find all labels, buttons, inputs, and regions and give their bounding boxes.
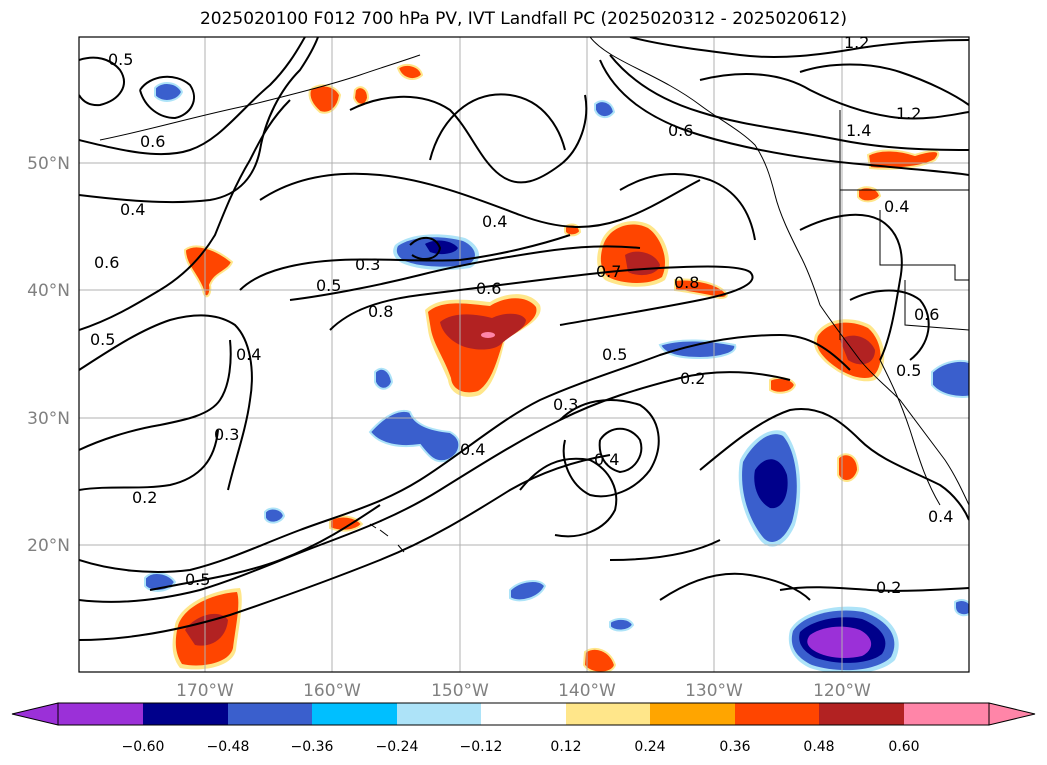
cool-blob-35n-133w bbox=[658, 339, 737, 360]
contour-label: 0.4 bbox=[460, 440, 485, 459]
warm-blob-25n bbox=[837, 453, 860, 482]
contour-label: 0.5 bbox=[108, 50, 133, 69]
lon-label: 150°W bbox=[431, 681, 489, 701]
colorbar-extend-low bbox=[11, 702, 59, 726]
colorbar-tick-label: 0.60 bbox=[888, 739, 919, 755]
warm-blob-south-140w bbox=[582, 647, 617, 672]
contour-label: 0.6 bbox=[140, 132, 165, 151]
colorbar-segment bbox=[904, 703, 989, 725]
cool-blob-ak bbox=[594, 100, 616, 118]
cool-blob-se bbox=[954, 599, 969, 617]
contour-label: 0.6 bbox=[668, 121, 693, 140]
cool-blob-sw-120w bbox=[788, 606, 899, 672]
warm-blob-coast-35n bbox=[813, 319, 885, 382]
cool-blob-nw bbox=[154, 82, 184, 102]
lat-label: 30°N bbox=[27, 409, 70, 429]
contour-label: 0.5 bbox=[185, 570, 210, 589]
colorbar-tick-label: 0.12 bbox=[550, 739, 581, 755]
cool-blob-south-125w bbox=[738, 430, 801, 547]
cool-blob-hawaii-west bbox=[264, 507, 286, 524]
colorbar-tick-label: 0.48 bbox=[803, 739, 834, 755]
contour-label: 0.5 bbox=[896, 361, 921, 380]
map-content: 0.5 0.6 0.4 0.6 0.5 0.4 0.3 0.2 0.3 0.5 … bbox=[79, 33, 969, 672]
colorbar-segment bbox=[312, 703, 397, 725]
lon-label: 140°W bbox=[558, 681, 616, 701]
contour-label: 0.7 bbox=[596, 262, 621, 281]
cool-blob-east bbox=[931, 359, 969, 398]
warm-blob-canada bbox=[866, 149, 940, 170]
contour-label: 1.2 bbox=[896, 104, 921, 123]
contour-label: 0.3 bbox=[214, 425, 239, 444]
map-title: 2025020100 F012 700 hPa PV, IVT Landfall… bbox=[199, 9, 847, 29]
colorbar-tick-label: −0.48 bbox=[207, 739, 250, 755]
colorbar-segment bbox=[143, 703, 228, 725]
lon-label: 130°W bbox=[685, 681, 743, 701]
contour-label: 0.2 bbox=[680, 369, 705, 388]
contour-label: 0.4 bbox=[928, 507, 953, 526]
colorbar-segment bbox=[819, 703, 904, 725]
map-frame bbox=[78, 36, 970, 673]
cool-blob-34n bbox=[374, 367, 394, 390]
colorbar-segment bbox=[735, 703, 819, 725]
warm-blob-32n bbox=[769, 376, 797, 394]
contour-label: 0.8 bbox=[674, 273, 699, 292]
lat-label: 20°N bbox=[27, 536, 70, 556]
graticule bbox=[79, 37, 969, 672]
cool-blob-15n bbox=[509, 580, 547, 602]
contour-label: 0.8 bbox=[368, 302, 393, 321]
contour-label: 1.4 bbox=[846, 121, 871, 140]
colorbar-segment bbox=[58, 703, 143, 725]
colorbar-segment bbox=[481, 703, 566, 725]
colorbar-tick-label: 0.36 bbox=[719, 739, 750, 755]
warm-blob-south-170w bbox=[172, 588, 242, 670]
lon-label: 170°W bbox=[176, 681, 234, 701]
contour-label: 0.5 bbox=[602, 345, 627, 364]
contour-label: 0.6 bbox=[94, 253, 119, 272]
contour-label: 0.6 bbox=[914, 305, 939, 324]
contour-label: 1.2 bbox=[844, 33, 869, 52]
colorbar: −0.60 −0.48 −0.36 −0.24 −0.12 0.12 0.24 … bbox=[11, 702, 1036, 755]
contour-label: 0.2 bbox=[132, 488, 157, 507]
colorbar-segment bbox=[650, 703, 735, 725]
colorbar-tick-label: −0.60 bbox=[122, 739, 165, 755]
coastlines bbox=[99, 37, 969, 553]
contour-label: 0.4 bbox=[236, 345, 261, 364]
contour-label: 0.4 bbox=[884, 197, 909, 216]
colorbar-segment bbox=[397, 703, 481, 725]
contour-label: 0.5 bbox=[316, 276, 341, 295]
cool-blob-12n bbox=[609, 617, 635, 632]
contour-label: 0.3 bbox=[355, 255, 380, 274]
contour-label: 0.6 bbox=[476, 279, 501, 298]
colorbar-tick-label: 0.24 bbox=[634, 739, 665, 755]
colorbar-tick-label: −0.12 bbox=[460, 739, 503, 755]
colorbar-ticks: −0.60 −0.48 −0.36 −0.24 −0.12 0.12 0.24 … bbox=[122, 739, 920, 755]
latitude-labels: 50°N 40°N 30°N 20°N bbox=[27, 154, 70, 556]
contour-label: 0.4 bbox=[594, 450, 619, 469]
warm-blob-north-2 bbox=[352, 86, 370, 106]
contour-label: 0.5 bbox=[90, 330, 115, 349]
contour-label: 0.4 bbox=[120, 200, 145, 219]
pv-contours bbox=[79, 37, 969, 641]
contour-label: 0.4 bbox=[482, 212, 507, 231]
longitude-labels: 170°W 160°W 150°W 140°W 130°W 120°W bbox=[176, 681, 871, 701]
lat-label: 40°N bbox=[27, 281, 70, 301]
warm-blob-central bbox=[425, 294, 541, 397]
contour-label: 0.3 bbox=[553, 395, 578, 414]
cool-blob-30n bbox=[368, 410, 461, 463]
lon-label: 120°W bbox=[813, 681, 871, 701]
colorbar-outline bbox=[57, 702, 990, 726]
colorbar-tick-label: −0.24 bbox=[376, 739, 419, 755]
warm-blob-north-3 bbox=[396, 63, 424, 81]
colorbar-extend-high bbox=[988, 702, 1036, 726]
warm-blob-canada-2 bbox=[857, 186, 882, 203]
colorbar-segment bbox=[228, 703, 312, 725]
colorbar-segment bbox=[566, 703, 650, 725]
lat-label: 50°N bbox=[27, 154, 70, 174]
contour-label: 0.2 bbox=[876, 578, 901, 597]
contour-labels: 0.5 0.6 0.4 0.6 0.5 0.4 0.3 0.2 0.3 0.5 … bbox=[90, 33, 953, 597]
colorbar-tick-label: −0.36 bbox=[291, 739, 334, 755]
lon-label: 160°W bbox=[303, 681, 361, 701]
